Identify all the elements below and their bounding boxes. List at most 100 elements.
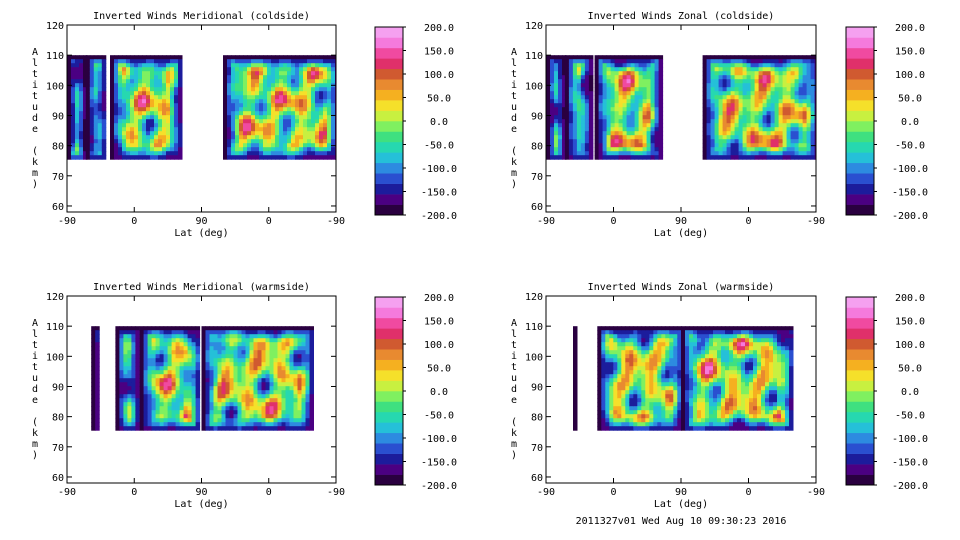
svg-text:t: t — [32, 69, 38, 80]
colorbar-swatch — [846, 453, 874, 465]
colorbar-swatch — [375, 194, 403, 205]
svg-text:d: d — [32, 384, 38, 395]
y-tick-label: 120 — [525, 21, 543, 32]
colorbar-swatch — [846, 359, 874, 371]
colorbar-label: 0.0 — [901, 117, 919, 128]
colorbar-label: -150.0 — [421, 188, 457, 199]
y-tick-label: 80 — [531, 142, 543, 153]
panel-3: Inverted Winds Meridional (warmside) 60 70… — [32, 282, 457, 510]
x-tick-label: 90 — [675, 216, 687, 227]
y-tick-label: 70 — [52, 172, 64, 183]
x-tick-label: -90 — [58, 487, 76, 498]
colorbar-label: 150.0 — [895, 317, 925, 328]
panel-title: Inverted Winds Zonal (warmside) — [588, 282, 775, 293]
colorbar-swatch — [375, 173, 403, 184]
y-tick-label: 70 — [52, 443, 64, 454]
svg-text:e: e — [32, 124, 38, 135]
colorbar-swatch — [846, 58, 874, 70]
svg-text:): ) — [32, 179, 38, 190]
x-tick-label: 90 — [195, 487, 207, 498]
x-axis-label: Lat (deg) — [174, 228, 228, 239]
colorbar-label: -150.0 — [892, 188, 928, 199]
svg-text:l: l — [32, 58, 38, 69]
colorbar-label: 50.0 — [427, 364, 451, 375]
colorbar-swatch — [846, 110, 874, 122]
colorbar-swatch — [375, 443, 403, 454]
y-tick-label: 90 — [52, 382, 64, 393]
x-tick-label: 0 — [266, 216, 272, 227]
colorbar-swatch — [375, 68, 403, 80]
colorbar-swatch — [846, 338, 874, 350]
colorbar-swatch — [375, 432, 403, 444]
colorbar-swatch — [846, 380, 874, 392]
x-tick-label: 0 — [745, 487, 751, 498]
x-tick-label: -90 — [807, 216, 825, 227]
x-tick-label: -90 — [537, 487, 555, 498]
svg-text:(: ( — [511, 146, 517, 157]
colorbar-swatch — [846, 349, 874, 360]
colorbar-swatch — [846, 100, 874, 111]
colorbar-swatch — [846, 173, 874, 184]
colorbar-swatch — [375, 141, 403, 153]
colorbar-swatch — [375, 47, 403, 59]
y-tick-label: 120 — [46, 21, 64, 32]
colorbar-label: 0.0 — [901, 387, 919, 398]
y-tick-label: 60 — [52, 473, 64, 484]
colorbar-swatch — [375, 307, 403, 319]
y-tick-label: 110 — [525, 51, 543, 62]
svg-text:): ) — [32, 450, 38, 461]
y-tick-label: 80 — [52, 142, 64, 153]
colorbar-swatch — [846, 328, 874, 340]
colorbar-label: -100.0 — [892, 164, 928, 175]
x-tick-label: 0 — [610, 487, 616, 498]
x-tick-label: 0 — [745, 216, 751, 227]
colorbar-swatch — [375, 453, 403, 465]
y-tick-label: 60 — [531, 202, 543, 213]
contour-field — [546, 55, 816, 160]
svg-text:t: t — [511, 91, 517, 102]
x-tick-label: 0 — [131, 487, 137, 498]
colorbar-swatch — [846, 443, 874, 454]
colorbar-swatch — [846, 317, 874, 329]
colorbar-label: -200.0 — [892, 211, 928, 222]
colorbar-swatch — [846, 183, 874, 195]
svg-text:t: t — [32, 362, 38, 373]
colorbar-label: 150.0 — [424, 317, 454, 328]
colorbar-swatch — [375, 121, 403, 132]
svg-text:d: d — [32, 113, 38, 124]
colorbar-swatch — [375, 422, 403, 434]
colorbar-label: -50.0 — [424, 141, 454, 152]
colorbar-label: 100.0 — [424, 340, 454, 351]
svg-text:A: A — [32, 318, 38, 329]
colorbar-swatch — [846, 391, 874, 402]
y-tick-label: 70 — [531, 172, 543, 183]
colorbar-swatch — [375, 58, 403, 70]
colorbar-label: 200.0 — [424, 23, 454, 34]
colorbar-swatch — [375, 162, 403, 174]
colorbar-swatch — [375, 110, 403, 122]
svg-text:e: e — [32, 395, 38, 406]
x-tick-label: -90 — [327, 487, 345, 498]
colorbar-swatch — [375, 370, 403, 381]
x-axis-label: Lat (deg) — [174, 499, 228, 510]
svg-text:d: d — [511, 113, 517, 124]
colorbar-swatch — [375, 349, 403, 360]
panel-title: Inverted Winds Meridional (coldside) — [93, 11, 310, 22]
colorbar-swatch — [846, 141, 874, 153]
y-tick-label: 80 — [52, 413, 64, 424]
x-tick-label: 0 — [131, 216, 137, 227]
colorbar-label: 200.0 — [424, 293, 454, 304]
svg-text:m: m — [511, 168, 517, 179]
colorbar-label: -50.0 — [424, 411, 454, 422]
svg-text:i: i — [32, 80, 38, 91]
colorbar-swatch — [375, 338, 403, 350]
colorbar-swatch — [375, 183, 403, 195]
colorbar-swatch — [375, 37, 403, 49]
colorbar-label: 50.0 — [898, 364, 922, 375]
colorbar-swatch — [375, 89, 403, 101]
svg-text:k: k — [511, 157, 517, 168]
svg-text:k: k — [32, 428, 38, 439]
colorbar: 200.0 150.0 100.0 50.0 0.0 -50.0 -100.0 -150.0 -… — [374, 293, 457, 492]
